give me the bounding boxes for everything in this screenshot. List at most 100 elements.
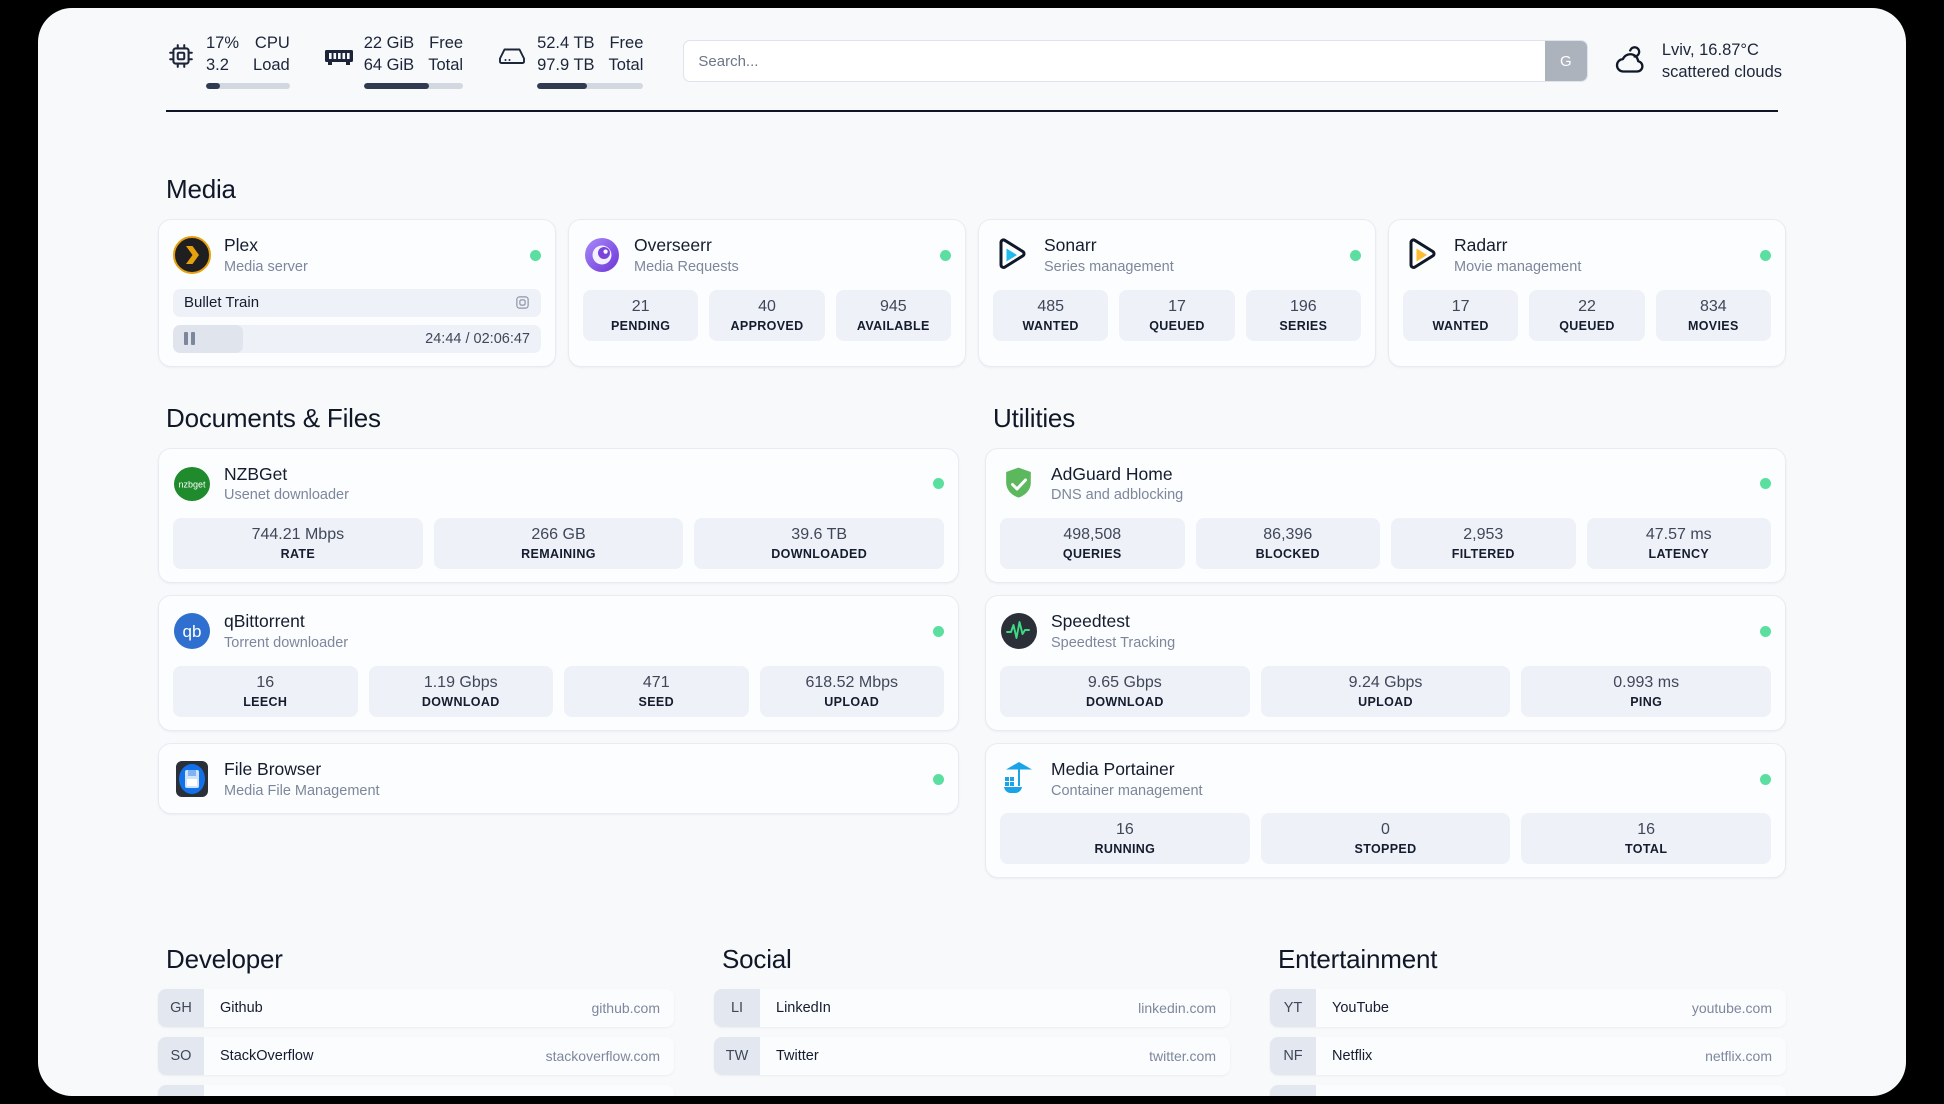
bookmark-url: github.com bbox=[591, 1000, 660, 1017]
media-card-grid: Plex Media server Bullet Train 24:44 / 02:0… bbox=[158, 219, 1786, 367]
documents-section-title: Documents & Files bbox=[166, 402, 381, 433]
resource-disk: 52.4 TB 97.9 TB Free Total bbox=[497, 33, 644, 89]
bookmark-url: stackoverflow.com bbox=[545, 1048, 660, 1065]
service-name: qBittorrent bbox=[224, 611, 305, 632]
search-submit-button[interactable]: G bbox=[1544, 41, 1587, 81]
stat-label: AVAILABLE bbox=[856, 318, 930, 333]
disk-icon bbox=[497, 39, 527, 73]
resource-disk-bar bbox=[537, 82, 644, 89]
service-stats: 9.65 Gbps DOWNLOAD 9.24 Gbps UPLOAD 0.993 ms… bbox=[1000, 665, 1772, 717]
cast-icon[interactable] bbox=[515, 295, 530, 310]
stat-label: MOVIES bbox=[1687, 318, 1739, 333]
service-stats: 498,508 QUERIES 86,396 BLOCKED 2,953 FILTERED… bbox=[1000, 518, 1771, 570]
stat-value: 86,396 bbox=[1263, 526, 1313, 544]
bookmark-url: dev.to bbox=[623, 1085, 674, 1096]
stat-label: DOWNLOADED bbox=[771, 547, 868, 562]
service-name: File Browser bbox=[224, 758, 322, 779]
resource-memory-value-bottom: 64 GiB bbox=[363, 55, 415, 74]
service-card-header: Plex Media server bbox=[173, 234, 541, 277]
bookmark-item[interactable]: REReddit reddit.com bbox=[1270, 1085, 1786, 1096]
bookmark-badge: DT bbox=[158, 1085, 204, 1096]
search-box[interactable]: G bbox=[683, 40, 1588, 82]
search-area: G bbox=[643, 40, 1613, 82]
service-card-nzbget[interactable]: nzbget NZBGet Usenet downloader 744.21 Mbps… bbox=[158, 447, 959, 584]
adguard-home-icon bbox=[1000, 465, 1038, 503]
bookmark-item[interactable]: DTDEV dev.to bbox=[158, 1085, 674, 1096]
bookmark-badge: YT bbox=[1270, 989, 1316, 1028]
service-card-qbittorrent[interactable]: qb qBittorrent Torrent downloader 16 LEECH 1.… bbox=[158, 595, 959, 731]
media-portainer-icon bbox=[1000, 760, 1038, 798]
stat-remaining: 266 GB REMAINING bbox=[433, 518, 684, 570]
pause-icon[interactable] bbox=[184, 332, 195, 346]
cloud-icon bbox=[1614, 46, 1648, 76]
service-card-header: AdGuard Home DNS and adblocking bbox=[1000, 463, 1771, 506]
bookmark-badge: LI bbox=[714, 989, 760, 1028]
service-card-overseerr[interactable]: Overseerr Media Requests 21 PENDING 40 APPROV… bbox=[568, 219, 966, 367]
service-card-header: Speedtest Speedtest Tracking bbox=[1000, 610, 1771, 653]
stat-wanted: 485 WANTED bbox=[993, 289, 1109, 341]
resource-memory-value-top: 22 GiB bbox=[363, 34, 415, 53]
stat-value: 39.6 TB bbox=[791, 526, 848, 544]
service-card-sonarr[interactable]: Sonarr Series management 485 WANTED 17 QUEUED… bbox=[978, 219, 1376, 367]
bookmark-item[interactable]: LI LinkedIn linkedin.com bbox=[714, 989, 1230, 1028]
radarr-icon bbox=[1403, 236, 1441, 274]
stat-value: 21 bbox=[631, 297, 650, 315]
stat-available: 945 AVAILABLE bbox=[835, 289, 951, 341]
status-badge-online bbox=[530, 249, 541, 261]
resource-disk-label-top: Free bbox=[609, 34, 644, 53]
service-name: AdGuard Home bbox=[1051, 463, 1173, 484]
bookmark-item[interactable]: TW Twitter twitter.com bbox=[714, 1037, 1230, 1076]
service-card-media-portainer[interactable]: Media Portainer Container management 16 RUN… bbox=[985, 742, 1786, 879]
bookmark-item[interactable]: GH Github github.com bbox=[158, 989, 674, 1028]
stat-label: LEECH bbox=[243, 694, 288, 709]
utilities-section-title: Utilities bbox=[993, 402, 1075, 433]
bookmark-badge: RE bbox=[1270, 1085, 1316, 1096]
media-section: Media Plex Media server Bullet Train 24:44 … bbox=[158, 174, 1786, 367]
stat-label: UPLOAD bbox=[824, 694, 880, 709]
service-name: NZBGet bbox=[224, 463, 288, 484]
memory-icon bbox=[324, 39, 354, 73]
stat-downloaded: 39.6 TB DOWNLOADED bbox=[694, 518, 945, 570]
stat-label: QUEUED bbox=[1149, 318, 1205, 333]
stat-value: 40 bbox=[758, 297, 776, 315]
stat-value: 16 bbox=[1637, 821, 1656, 839]
stat-queries: 498,508 QUERIES bbox=[1000, 518, 1185, 570]
stat-upload: 618.52 Mbps UPLOAD bbox=[759, 665, 944, 717]
service-card-plex[interactable]: Plex Media server Bullet Train 24:44 / 02:0… bbox=[158, 219, 556, 367]
bookmark-list: GH Github github.com SO StackOverflow stackov… bbox=[158, 989, 674, 1096]
service-subtitle: Media File Management bbox=[224, 782, 380, 799]
stat-label: PENDING bbox=[610, 318, 671, 333]
stat-value: 9.24 Gbps bbox=[1348, 673, 1423, 691]
utilities-section: Utilities AdGuard Home DNS and adblocking… bbox=[985, 403, 1786, 879]
playback-progress-bar[interactable]: 24:44 / 02:06:47 bbox=[173, 324, 541, 353]
service-card-header: Radarr Movie management bbox=[1403, 234, 1771, 277]
svg-text:nzbget: nzbget bbox=[178, 479, 206, 489]
service-card-radarr[interactable]: Radarr Movie management 17 WANTED 22 QUEUED 83… bbox=[1388, 219, 1786, 367]
service-card-header: Overseerr Media Requests bbox=[583, 234, 951, 277]
speedtest-icon bbox=[1000, 612, 1038, 650]
service-stats: 485 WANTED 17 QUEUED 196 SERIES bbox=[993, 289, 1361, 341]
status-badge-online bbox=[933, 478, 944, 490]
resource-memory-bar bbox=[363, 82, 464, 89]
service-card-speedtest[interactable]: Speedtest Speedtest Tracking 9.65 Gbps DOWN… bbox=[985, 595, 1786, 731]
service-card-header: Sonarr Series management bbox=[993, 234, 1361, 277]
stat-value: 17 bbox=[1168, 297, 1186, 315]
stat-value: 0.993 ms bbox=[1613, 673, 1680, 691]
stat-value: 2,953 bbox=[1463, 526, 1504, 544]
service-card-file-browser[interactable]: File Browser Media File Management bbox=[158, 742, 959, 815]
bookmark-item[interactable]: YT YouTube youtube.com bbox=[1270, 989, 1786, 1028]
service-card-adguard-home[interactable]: AdGuard Home DNS and adblocking 498,508 QUE… bbox=[985, 447, 1786, 584]
stat-download: 9.65 Gbps DOWNLOAD bbox=[1000, 665, 1250, 717]
stat-label: BLOCKED bbox=[1255, 547, 1320, 562]
stat-label: RATE bbox=[280, 547, 316, 562]
search-input[interactable] bbox=[684, 41, 1545, 81]
bookmark-item[interactable]: NF Netflix netflix.com bbox=[1270, 1037, 1786, 1076]
stat-label: TOTAL bbox=[1625, 842, 1668, 857]
bookmark-name: YouTube bbox=[1332, 1000, 1389, 1017]
service-stats: 21 PENDING 40 APPROVED 945 AVAILABLE bbox=[583, 289, 951, 341]
status-badge-online bbox=[1760, 249, 1771, 261]
file-browser-icon bbox=[173, 760, 211, 798]
stat-value: 0 bbox=[1381, 821, 1390, 839]
status-badge-online bbox=[940, 249, 951, 261]
bookmark-item[interactable]: SO StackOverflow stackoverflow.com bbox=[158, 1037, 674, 1076]
